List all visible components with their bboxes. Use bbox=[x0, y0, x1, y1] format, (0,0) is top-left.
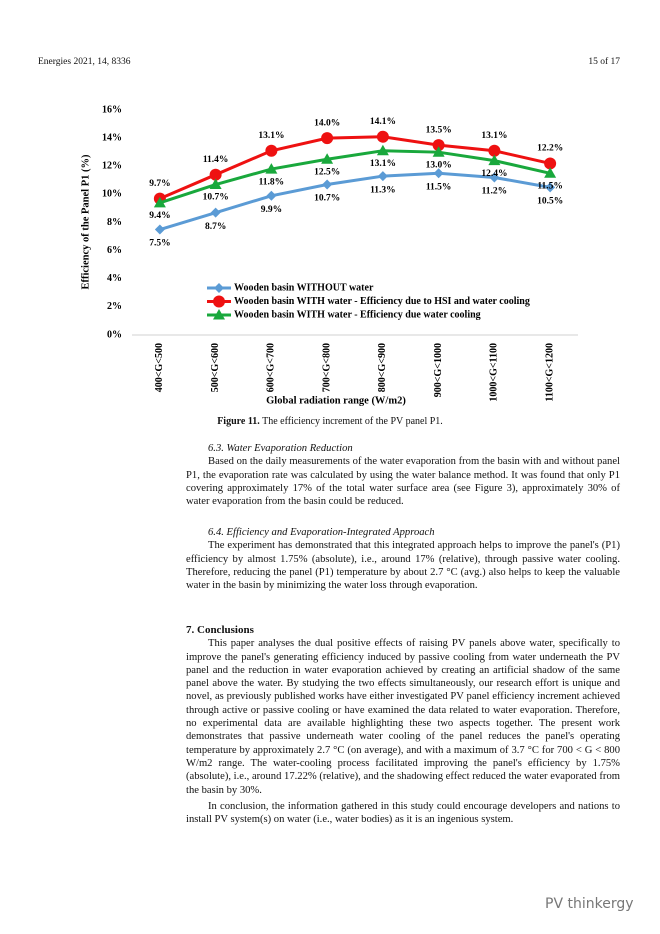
x-tick-label: 1100<G<1200 bbox=[544, 343, 555, 402]
y-tick-label: 10% bbox=[102, 189, 122, 200]
marker bbox=[321, 153, 334, 164]
data-label: 11.5% bbox=[426, 182, 452, 192]
section-heading: 6.4. Efficiency and Evaporation-Integrat… bbox=[208, 527, 435, 538]
data-label: 12.2% bbox=[537, 144, 563, 154]
section: 6.4. Efficiency and Evaporation-Integrat… bbox=[186, 526, 620, 592]
data-label: 11.5% bbox=[537, 181, 563, 191]
y-tick-label: 14% bbox=[102, 132, 122, 143]
series-line bbox=[159, 171, 551, 231]
x-tick-label: 1000<G<1100 bbox=[489, 343, 500, 402]
legend-label: Wooden basin WITHOUT water bbox=[234, 282, 374, 293]
data-label: 11.3% bbox=[370, 185, 396, 195]
data-label: 9.4% bbox=[149, 211, 170, 221]
series-line bbox=[159, 135, 551, 200]
data-label: 11.4% bbox=[203, 155, 229, 165]
marker bbox=[377, 171, 388, 182]
data-label: 14.0% bbox=[314, 118, 340, 128]
marker bbox=[376, 144, 389, 156]
y-tick-label: 0% bbox=[107, 329, 122, 340]
data-label: 13.5% bbox=[426, 125, 452, 135]
marker bbox=[214, 283, 224, 293]
data-label: 13.0% bbox=[426, 160, 452, 170]
marker bbox=[376, 130, 389, 143]
chart: 0% 2% 4% 6% 8% 10% 12% 14% 16% Efficiency of the … bbox=[80, 104, 578, 406]
marker bbox=[544, 167, 557, 178]
paragraph: The experiment has demonstrated that thi… bbox=[186, 540, 620, 592]
y-tick-label: 4% bbox=[107, 273, 122, 284]
marker bbox=[213, 295, 225, 308]
marker bbox=[488, 144, 501, 157]
paragraph: This paper analyses the dual positive ef… bbox=[186, 638, 620, 796]
data-label: 11.2% bbox=[482, 187, 508, 197]
marker bbox=[432, 146, 445, 157]
marker bbox=[322, 179, 333, 190]
legend-label: Wooden basin WITH water - Efficiency due… bbox=[234, 296, 530, 307]
section-heading: 6.3. Water Evaporation Reduction bbox=[208, 443, 353, 454]
marker bbox=[209, 168, 222, 181]
marker bbox=[489, 172, 500, 183]
marker bbox=[544, 157, 557, 170]
marker bbox=[213, 309, 225, 320]
x-tick-label: 900<G<1000 bbox=[433, 343, 444, 397]
x-tick-label: 700<G<800 bbox=[321, 343, 332, 392]
data-label: 10.7% bbox=[314, 194, 340, 204]
journal-header: Energies 2021, 14, 8336 bbox=[38, 57, 131, 67]
figure-caption: Figure 11. The efficiency increment of t… bbox=[0, 416, 660, 427]
marker bbox=[209, 178, 222, 190]
data-label: 12.5% bbox=[314, 167, 340, 177]
marker bbox=[154, 224, 165, 235]
page-number: 15 of 17 bbox=[588, 57, 620, 67]
data-label: 12.4% bbox=[481, 169, 507, 179]
y-tick-label: 16% bbox=[102, 104, 122, 115]
marker bbox=[210, 207, 221, 218]
data-label: 13.1% bbox=[370, 159, 396, 169]
y-tick-label: 2% bbox=[107, 301, 122, 312]
legend-label: Wooden basin WITH water - Efficiency due… bbox=[234, 309, 481, 320]
x-tick-label: 400<G<500 bbox=[154, 343, 165, 392]
section: 7. Conclusions This paper analyses the d… bbox=[186, 624, 620, 826]
marker bbox=[265, 144, 278, 157]
marker bbox=[432, 139, 445, 152]
caption-text: The efficiency increment of the PV panel… bbox=[262, 416, 443, 427]
data-label: 8.7% bbox=[205, 222, 226, 232]
paragraph: In conclusion, the information gathered … bbox=[186, 800, 620, 826]
y-tick-label: 12% bbox=[102, 161, 122, 172]
marker bbox=[433, 168, 444, 179]
marker bbox=[153, 196, 166, 208]
marker bbox=[321, 132, 334, 145]
marker bbox=[545, 182, 556, 193]
x-tick-label: 500<G<600 bbox=[210, 343, 221, 392]
data-label: 10.7% bbox=[203, 193, 229, 203]
data-label: 13.1% bbox=[258, 131, 284, 141]
marker bbox=[488, 154, 501, 166]
data-label: 7.5% bbox=[149, 239, 170, 249]
y-tick-label: 8% bbox=[107, 217, 122, 228]
marker bbox=[266, 190, 277, 201]
x-axis-title: Global radiation range (W/m2) bbox=[266, 395, 406, 406]
caption-label: Figure 11. bbox=[217, 416, 260, 427]
series-line bbox=[159, 149, 551, 205]
watermark: PV thinkergy bbox=[545, 896, 634, 912]
x-tick-label: 800<G<900 bbox=[377, 343, 388, 392]
data-label: 10.5% bbox=[537, 197, 563, 207]
section-heading: 7. Conclusions bbox=[186, 624, 254, 636]
data-label: 13.1% bbox=[481, 131, 507, 141]
marker bbox=[265, 163, 278, 174]
data-label: 14.1% bbox=[370, 117, 396, 127]
data-label: 9.7% bbox=[149, 179, 170, 189]
y-axis-title: Efficiency of the Panel P1 (%) bbox=[80, 154, 91, 290]
paragraph: Based on the daily measurements of the w… bbox=[186, 456, 620, 508]
data-label: 11.8% bbox=[259, 177, 285, 187]
x-tick-label: 600<G<700 bbox=[266, 343, 277, 392]
y-tick-label: 6% bbox=[107, 245, 122, 256]
section: 6.3. Water Evaporation Reduction Based o… bbox=[186, 442, 620, 508]
data-label: 9.9% bbox=[261, 205, 282, 215]
